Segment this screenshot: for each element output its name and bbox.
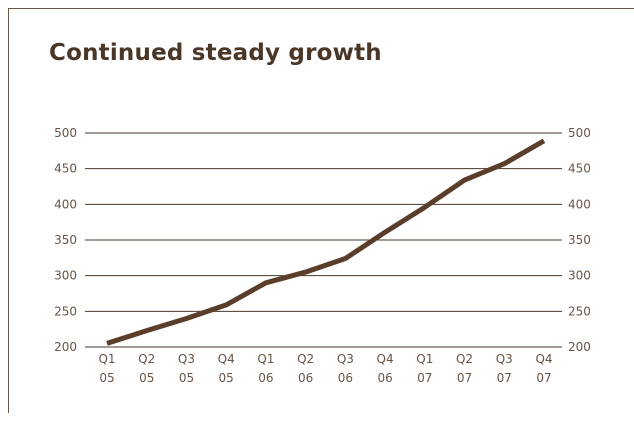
y-tick-label-left: 350: [54, 233, 77, 247]
y-tick-label-right: 300: [568, 269, 591, 283]
y-axis-left-ticks: 200 250 300 350 400 450 500: [54, 126, 77, 354]
frame-top-border: [9, 8, 634, 9]
gridlines: [85, 132, 562, 348]
y-axis-right-ticks: 200 250 300 350 400 450 500: [568, 126, 591, 354]
chart-title: Continued steady growth: [49, 40, 382, 66]
series-line: [106, 138, 546, 346]
x-tick-label-year: 05: [219, 371, 234, 385]
x-tick-label-year: 05: [179, 371, 194, 385]
x-tick-label-quarter: Q1: [257, 352, 274, 366]
x-tick-label-year: 05: [139, 371, 154, 385]
y-tick-label-left: 250: [54, 304, 77, 318]
x-tick-label-year: 06: [377, 371, 392, 385]
y-tick-label-left: 200: [54, 340, 77, 354]
x-tick-label-year: 05: [99, 371, 114, 385]
x-tick-label-quarter: Q1: [416, 352, 433, 366]
x-tick-label-year: 07: [497, 371, 512, 385]
x-tick-label-quarter: Q4: [377, 352, 394, 366]
y-tick-label-left: 400: [54, 197, 77, 211]
y-tick-label-right: 200: [568, 340, 591, 354]
x-tick-label-quarter: Q2: [138, 352, 155, 366]
series-layer: [106, 138, 546, 346]
frame-left-border: [8, 8, 9, 413]
x-tick-label-year: 06: [338, 371, 353, 385]
x-axis-ticks: Q1 05 Q2 05 Q3 05 Q4 05 Q1 06 Q2 06 Q3 06 Q4 06 Q1 07 Q2 07…: [98, 352, 552, 385]
x-tick-label-quarter: Q2: [456, 352, 473, 366]
x-tick-label-quarter: Q3: [178, 352, 195, 366]
x-tick-label-quarter: Q2: [297, 352, 314, 366]
x-tick-label-quarter: Q4: [535, 352, 552, 366]
x-tick-label-quarter: Q3: [337, 352, 354, 366]
x-tick-label-quarter: Q1: [98, 352, 115, 366]
y-tick-label-right: 250: [568, 304, 591, 318]
y-tick-label-right: 400: [568, 197, 591, 211]
y-tick-label-left: 450: [54, 162, 77, 176]
y-tick-label-right: 350: [568, 233, 591, 247]
y-tick-label-right: 450: [568, 162, 591, 176]
x-tick-label-quarter: Q3: [496, 352, 513, 366]
y-tick-label-left: 500: [54, 126, 77, 140]
x-tick-label-quarter: Q4: [218, 352, 235, 366]
x-tick-label-year: 07: [417, 371, 432, 385]
x-tick-label-year: 06: [298, 371, 313, 385]
x-tick-label-year: 07: [457, 371, 472, 385]
x-tick-label-year: 06: [258, 371, 273, 385]
y-tick-label-right: 500: [568, 126, 591, 140]
y-tick-label-left: 300: [54, 269, 77, 283]
x-tick-label-year: 07: [536, 371, 551, 385]
